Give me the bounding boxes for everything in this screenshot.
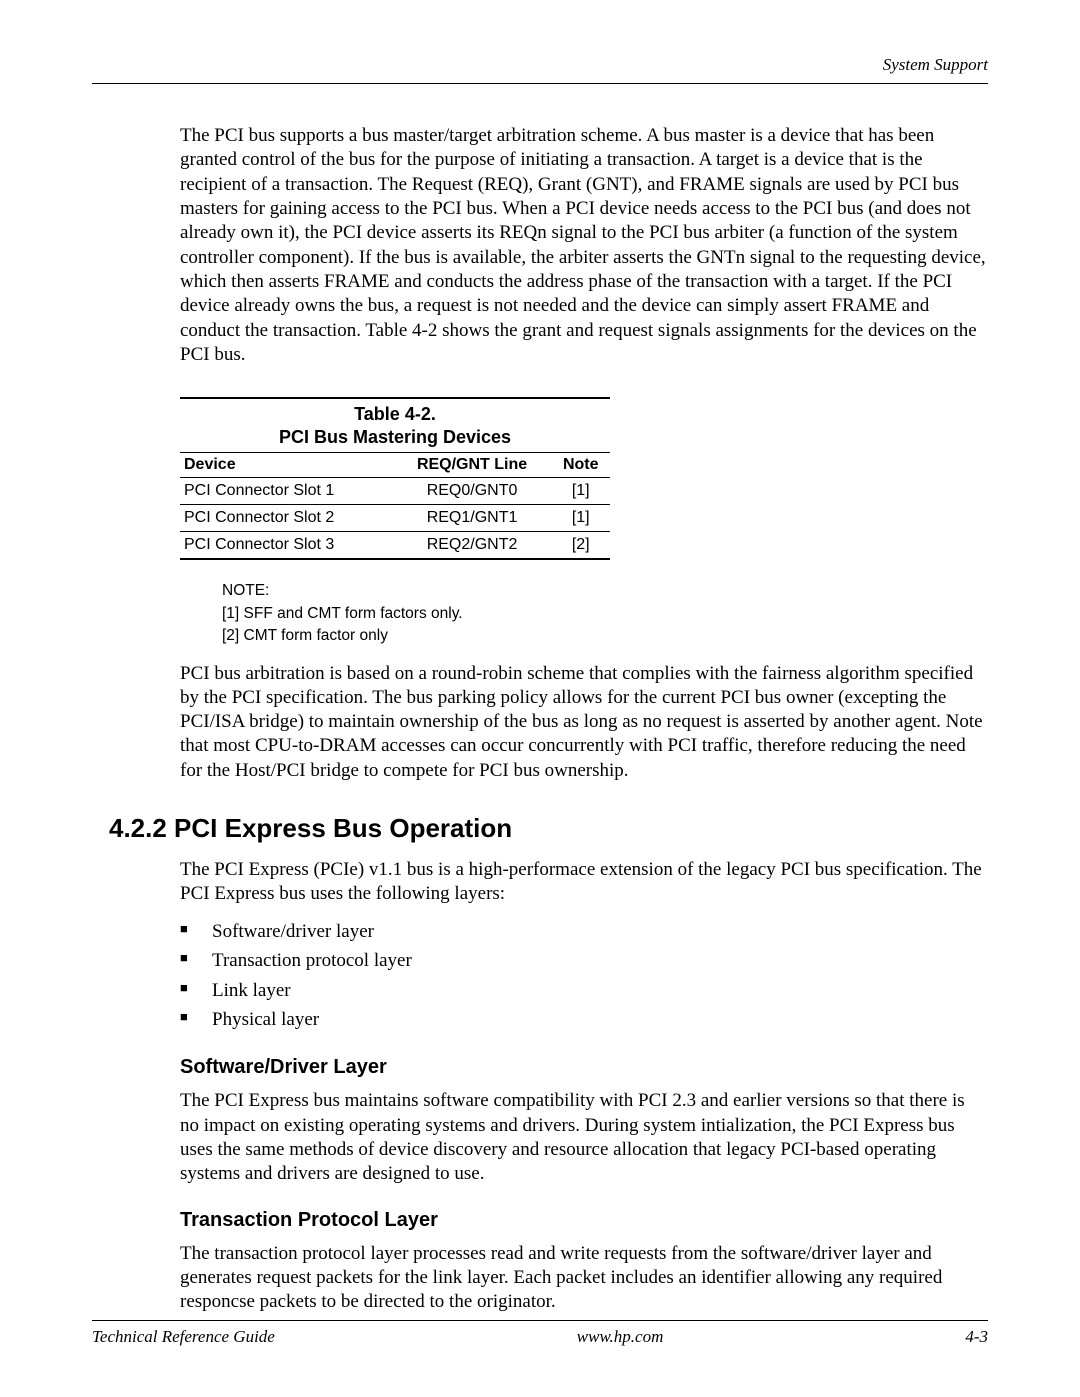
note-1: [1] SFF and CMT form factors only. xyxy=(222,603,988,625)
col-reqgnt: REQ/GNT Line xyxy=(393,453,552,478)
page-footer: Technical Reference Guide www.hp.com 4-3 xyxy=(92,1320,988,1347)
paragraph-1: The PCI bus supports a bus master/target… xyxy=(180,124,988,367)
footer-rule xyxy=(92,1320,988,1321)
table-4-2: Table 4-2. PCI Bus Mastering Devices Dev… xyxy=(180,397,610,560)
section-intro: The PCI Express (PCIe) v1.1 bus is a hig… xyxy=(180,858,988,907)
footer-center: www.hp.com xyxy=(577,1327,664,1347)
cell-note: [1] xyxy=(551,505,610,532)
section-heading-4-2-2: 4.2.2 PCI Express Bus Operation xyxy=(109,813,988,844)
cell-reqgnt: REQ2/GNT2 xyxy=(393,532,552,560)
cell-device: PCI Connector Slot 2 xyxy=(180,505,393,532)
table-header-row: Device REQ/GNT Line Note xyxy=(180,453,610,478)
cell-device: PCI Connector Slot 3 xyxy=(180,532,393,560)
footer-right: 4-3 xyxy=(965,1327,988,1347)
table-row: PCI Connector Slot 1 REQ0/GNT0 [1] xyxy=(180,478,610,505)
table-row: PCI Connector Slot 3 REQ2/GNT2 [2] xyxy=(180,532,610,560)
list-item: Software/driver layer xyxy=(180,917,988,946)
list-item: Transaction protocol layer xyxy=(180,946,988,975)
header-right: System Support xyxy=(883,55,988,75)
subheading-transaction-protocol: Transaction Protocol Layer xyxy=(180,1209,988,1232)
software-driver-text: The PCI Express bus maintains software c… xyxy=(180,1089,988,1186)
list-item: Physical layer xyxy=(180,1005,988,1034)
table-top-rule xyxy=(180,397,610,399)
pci-table: Device REQ/GNT Line Note PCI Connector S… xyxy=(180,452,610,560)
list-item: Link layer xyxy=(180,976,988,1005)
cell-device: PCI Connector Slot 1 xyxy=(180,478,393,505)
layer-list: Software/driver layer Transaction protoc… xyxy=(180,917,988,1035)
note-label: NOTE: xyxy=(222,580,988,602)
cell-reqgnt: REQ0/GNT0 xyxy=(393,478,552,505)
paragraph-2: PCI bus arbitration is based on a round-… xyxy=(180,662,988,784)
note-2: [2] CMT form factor only xyxy=(222,625,988,647)
cell-note: [1] xyxy=(551,478,610,505)
table-caption-line1: Table 4-2. xyxy=(180,403,610,426)
col-device: Device xyxy=(180,453,393,478)
table-caption-line2: PCI Bus Mastering Devices xyxy=(180,426,610,449)
col-note: Note xyxy=(551,453,610,478)
cell-note: [2] xyxy=(551,532,610,560)
table-row: PCI Connector Slot 2 REQ1/GNT1 [1] xyxy=(180,505,610,532)
cell-reqgnt: REQ1/GNT1 xyxy=(393,505,552,532)
transaction-protocol-text: The transaction protocol layer processes… xyxy=(180,1242,988,1315)
header-rule xyxy=(92,83,988,84)
table-notes: NOTE: [1] SFF and CMT form factors only.… xyxy=(222,580,988,647)
subheading-software-driver: Software/Driver Layer xyxy=(180,1056,988,1079)
footer-left: Technical Reference Guide xyxy=(92,1327,275,1347)
